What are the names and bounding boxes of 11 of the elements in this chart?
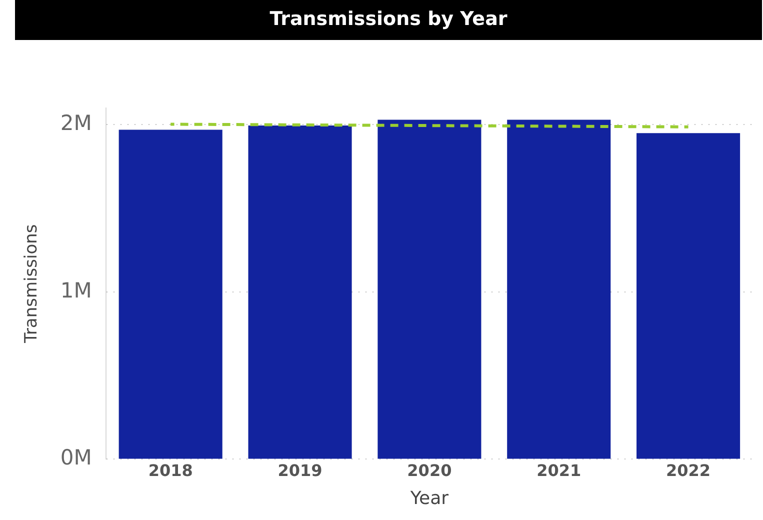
x-axis-title: Year: [409, 488, 450, 509]
y-tick-label: 2M: [60, 111, 92, 136]
x-tick-label: 2021: [536, 460, 582, 480]
x-tick-label: 2019: [278, 460, 322, 480]
y-axis-title: Transmissions: [22, 224, 42, 344]
x-tick-label: 2020: [407, 460, 452, 480]
x-tick-label: 2018: [148, 460, 193, 480]
y-tick-label: 1M: [60, 278, 92, 302]
y-tick-label: 0M: [60, 446, 92, 470]
x-tick-label: 2022: [666, 460, 711, 480]
chart-title: Transmissions by Year: [15, 0, 762, 40]
